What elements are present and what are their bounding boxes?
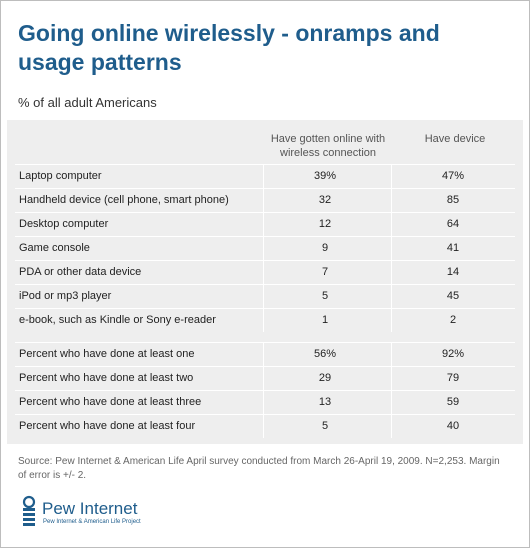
column-divider xyxy=(263,165,264,188)
row-label: Laptop computer xyxy=(19,170,102,182)
column-divider xyxy=(391,343,392,366)
column-header-device: Have device xyxy=(424,133,486,145)
value-wireless: 5 xyxy=(321,290,329,302)
column-divider xyxy=(263,189,264,212)
column-divider xyxy=(391,189,392,212)
column-divider xyxy=(391,391,392,414)
column-divider xyxy=(391,367,392,390)
value-wireless: 12 xyxy=(318,218,332,230)
column-divider xyxy=(391,261,392,284)
table-row: Handheld device (cell phone, smart phone… xyxy=(15,188,515,213)
table-row: PDA or other data device 7 14 xyxy=(15,260,515,285)
table-row: iPod or mp3 player 5 45 xyxy=(15,284,515,309)
chart-title: Going online wirelessly - onramps and us… xyxy=(18,20,440,75)
value-device: 40 xyxy=(446,420,460,432)
row-label: Percent who have done at least three xyxy=(19,396,202,408)
value-wireless: 7 xyxy=(321,266,329,278)
row-label: Percent who have done at least four xyxy=(19,420,196,432)
table-row: Percent who have done at least three 13 59 xyxy=(15,390,515,415)
column-divider xyxy=(391,237,392,260)
column-divider xyxy=(391,165,392,188)
pew-logo-icon xyxy=(22,495,36,526)
column-divider xyxy=(263,415,264,438)
value-wireless: 9 xyxy=(321,242,329,254)
table-row: Percent who have done at least four 5 40 xyxy=(15,414,515,439)
column-divider xyxy=(263,237,264,260)
table-row: Percent who have done at least two 29 79 xyxy=(15,366,515,391)
column-divider xyxy=(263,367,264,390)
row-label: Percent who have done at least two xyxy=(19,372,194,384)
column-divider xyxy=(263,309,264,332)
value-wireless: 29 xyxy=(318,372,332,384)
column-divider xyxy=(391,415,392,438)
value-wireless: 5 xyxy=(321,420,329,432)
value-device: 64 xyxy=(446,218,460,230)
value-wireless: 1 xyxy=(321,314,329,326)
table-row: e-book, such as Kindle or Sony e-reader 1… xyxy=(15,308,515,333)
value-wireless: 13 xyxy=(318,396,332,408)
row-label: Desktop computer xyxy=(19,218,109,230)
value-device: 47% xyxy=(441,170,465,182)
column-divider xyxy=(263,343,264,366)
value-wireless: 56% xyxy=(313,348,337,360)
column-divider xyxy=(391,285,392,308)
value-device: 2 xyxy=(449,314,457,326)
value-device: 59 xyxy=(446,396,460,408)
source-note: Source: Pew Internet & American Life Apr… xyxy=(18,456,500,481)
logo-name: Pew Internet xyxy=(42,499,138,518)
table-row: Desktop computer 12 64 xyxy=(15,212,515,237)
row-label: Game console xyxy=(19,242,90,254)
table-row: Percent who have done at least one 56% 92% xyxy=(15,342,515,367)
table-row: Game console 9 41 xyxy=(15,236,515,261)
column-divider xyxy=(263,285,264,308)
row-label: Percent who have done at least one xyxy=(19,348,195,360)
column-divider xyxy=(391,309,392,332)
row-label: Handheld device (cell phone, smart phone… xyxy=(19,194,229,206)
value-device: 85 xyxy=(446,194,460,206)
value-device: 14 xyxy=(446,266,460,278)
column-header-wireless: Have gotten online with wireless connect… xyxy=(270,133,386,159)
column-divider xyxy=(263,261,264,284)
value-device: 45 xyxy=(446,290,460,302)
logo-tagline: Pew Internet & American Life Project xyxy=(43,519,141,525)
column-divider xyxy=(263,213,264,236)
data-table: Have gotten online with wireless connect… xyxy=(7,120,523,444)
column-divider xyxy=(391,213,392,236)
value-device: 92% xyxy=(441,348,465,360)
row-label: PDA or other data device xyxy=(19,266,142,278)
row-label: iPod or mp3 player xyxy=(19,290,112,302)
value-wireless: 32 xyxy=(318,194,332,206)
value-wireless: 39% xyxy=(313,170,337,182)
column-divider xyxy=(263,391,264,414)
value-device: 41 xyxy=(446,242,460,254)
pew-internet-logo: Pew Internet Pew Internet & American Lif… xyxy=(18,495,218,531)
table-row: Laptop computer 39% 47% xyxy=(15,164,515,189)
chart-subtitle: % of all adult Americans xyxy=(18,95,157,110)
row-label: e-book, such as Kindle or Sony e-reader xyxy=(19,314,216,326)
value-device: 79 xyxy=(446,372,460,384)
